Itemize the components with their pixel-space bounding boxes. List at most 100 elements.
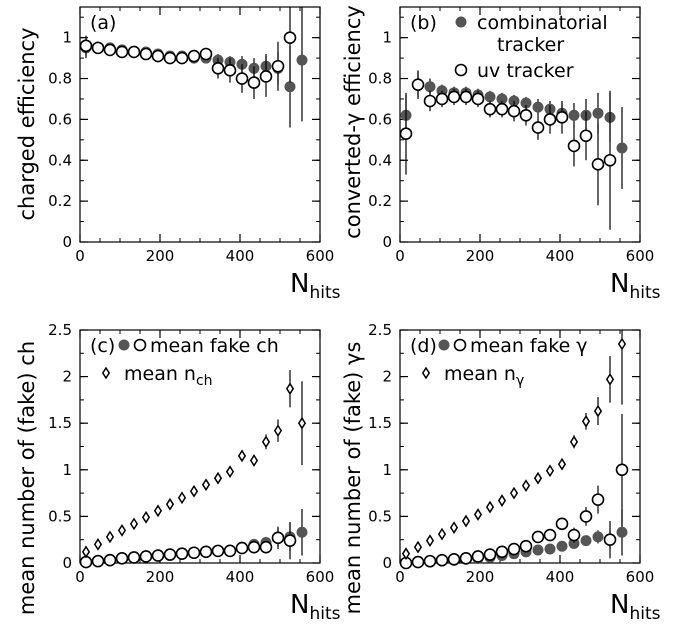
- data-point: [616, 526, 628, 538]
- data-point: [165, 497, 175, 511]
- data-point: [483, 548, 497, 561]
- legend-marker-filled: [455, 16, 467, 28]
- data-point: [93, 537, 103, 551]
- legend-label: combinatorial: [477, 12, 608, 34]
- panel-label: (a): [90, 12, 116, 34]
- x-axis-label: Nhits: [610, 269, 661, 303]
- plot-frame: [399, 329, 641, 564]
- data-point: [259, 540, 273, 554]
- data-point: [127, 45, 141, 59]
- plot-frame: [79, 6, 321, 243]
- legend-marker-filled: [438, 339, 450, 351]
- data-point: [163, 548, 177, 561]
- legend-marker-diamond: [421, 366, 431, 380]
- data-point: [223, 544, 237, 558]
- data-point: [175, 547, 189, 560]
- y-tick-label: 0.4: [368, 151, 392, 169]
- x-tick-label: 200: [146, 247, 175, 265]
- data-point: [447, 552, 461, 566]
- data-point: [153, 504, 163, 518]
- data-point: [544, 543, 556, 555]
- data-point: [581, 414, 591, 428]
- data-point: [507, 542, 521, 556]
- x-tick-label: 200: [466, 568, 495, 586]
- data-point: [425, 534, 435, 548]
- series-1: [399, 70, 617, 230]
- y-tick-label: 2: [62, 368, 72, 386]
- y-tick-label: 1.5: [48, 414, 72, 432]
- data-point: [579, 129, 593, 143]
- data-point: [187, 546, 201, 560]
- data-point: [567, 139, 581, 153]
- data-point: [531, 121, 545, 134]
- panel-1: 0 200 400 600 0 0.2 0.4 0.6 0.8 1 Nhits converted-γ…: [341, 5, 661, 303]
- data-point: [271, 531, 285, 545]
- data-point: [569, 435, 579, 449]
- legend-label: uv tracker: [477, 60, 574, 82]
- data-point: [532, 101, 544, 113]
- data-point: [483, 102, 497, 116]
- y-tick-label: 0.5: [368, 507, 392, 525]
- data-point: [593, 404, 603, 418]
- data-point: [273, 424, 283, 438]
- data-point: [591, 493, 605, 506]
- data-point: [495, 545, 509, 559]
- data-point: [592, 107, 604, 119]
- x-tick-label: 400: [226, 247, 255, 265]
- x-tick-label: 0: [75, 247, 85, 265]
- x-tick-label: 400: [546, 247, 575, 265]
- data-point: [139, 47, 153, 61]
- data-point: [115, 45, 129, 59]
- data-point: [437, 527, 447, 541]
- x-tick-label: 200: [466, 247, 495, 265]
- data-point: [617, 337, 627, 351]
- data-point: [471, 550, 485, 563]
- y-tick-label: 1: [62, 461, 72, 479]
- data-point: [543, 528, 557, 542]
- panel-0: 0 200 400 600 0 0.2 0.4 0.6 0.8 1 Nhits charged eff…: [15, 6, 341, 303]
- x-tick-label: 0: [75, 568, 85, 586]
- panel-2: 0 200 400 600 0 0.5 1 1.5 2 2.5 Nhits mean number o…: [15, 321, 341, 624]
- data-point: [284, 81, 296, 93]
- data-point: [567, 528, 581, 542]
- data-point: [401, 547, 411, 561]
- data-point: [151, 49, 165, 63]
- data-point: [615, 463, 629, 477]
- data-point: [423, 554, 437, 568]
- x-axis-label: Nhits: [290, 590, 341, 624]
- data-point: [91, 41, 105, 55]
- data-point: [115, 552, 129, 565]
- y-tick-label: 1: [62, 29, 72, 47]
- y-tick-label: 2.5: [48, 321, 72, 339]
- data-point: [141, 510, 151, 524]
- data-point: [175, 51, 189, 65]
- legend: mean fake γ mean nγ: [421, 335, 588, 389]
- data-point: [283, 534, 297, 547]
- data-point: [557, 457, 567, 471]
- data-point: [261, 435, 271, 449]
- data-point: [247, 76, 261, 89]
- series-1: [79, 7, 297, 99]
- y-tick-label: 0.5: [48, 507, 72, 525]
- legend-marker-open: [133, 338, 147, 352]
- legend-label: mean nch: [124, 363, 213, 389]
- data-point: [151, 549, 165, 562]
- data-point: [459, 90, 473, 104]
- data-point: [423, 94, 437, 108]
- y-axis-label: converted-γ efficiency: [341, 5, 365, 239]
- panel-label: (c): [90, 335, 115, 357]
- data-point: [259, 70, 273, 83]
- data-point: [129, 517, 139, 531]
- data-point: [201, 478, 211, 492]
- data-point: [497, 494, 507, 507]
- data-point: [297, 416, 307, 430]
- series-2: [401, 330, 627, 561]
- data-point: [543, 113, 557, 126]
- data-point: [213, 471, 223, 485]
- data-point: [449, 521, 459, 534]
- data-point: [79, 555, 93, 569]
- y-tick-label: 0.4: [48, 151, 72, 169]
- y-tick-label: 0.2: [368, 192, 392, 210]
